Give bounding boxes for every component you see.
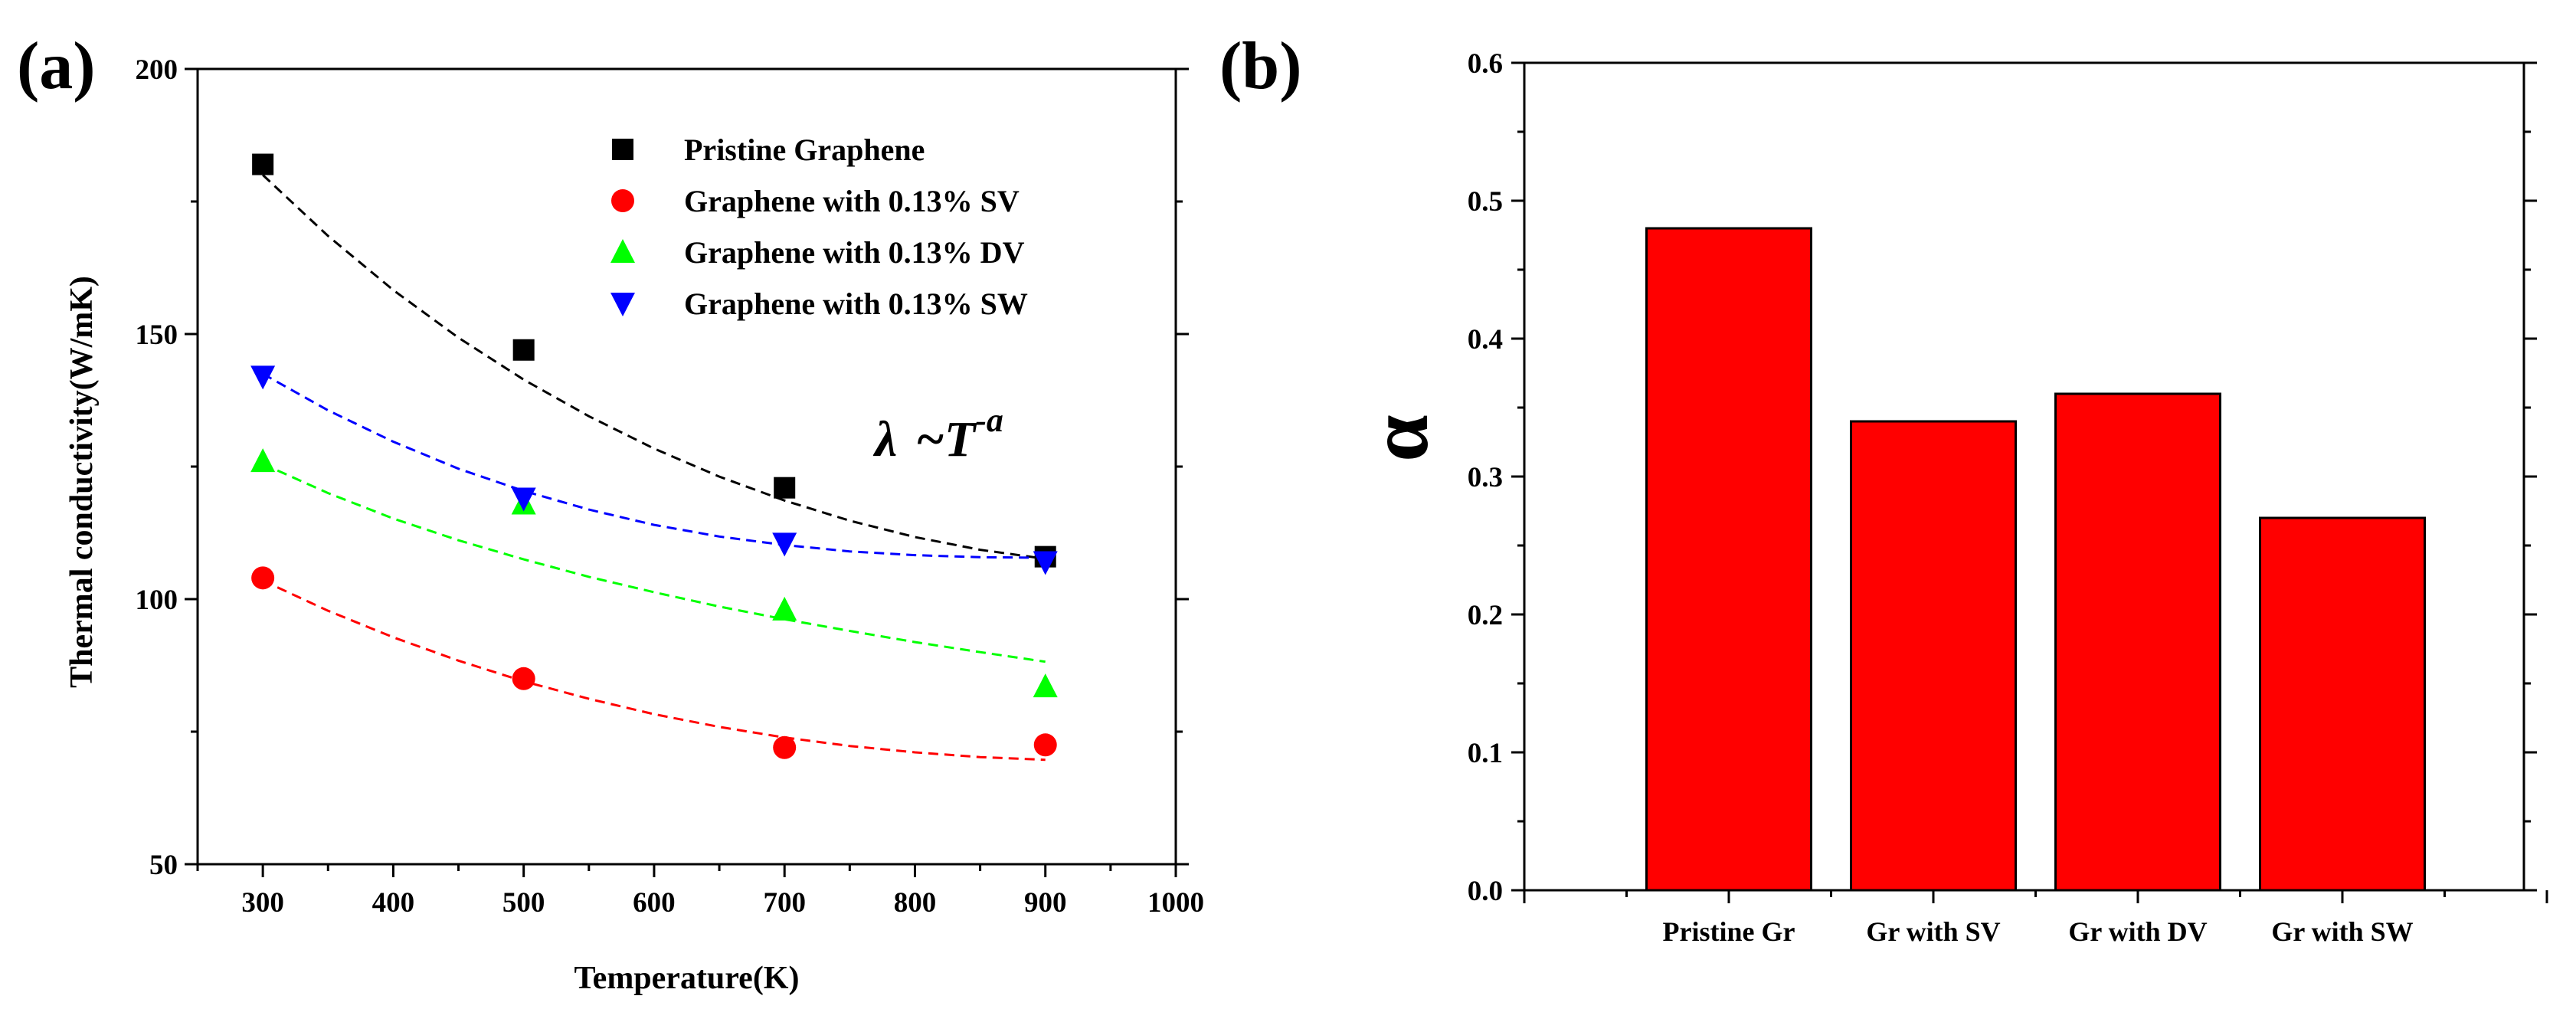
data-point <box>250 365 276 390</box>
bar-3 <box>2054 392 2221 892</box>
x-tick-label: 500 <box>502 887 545 919</box>
data-point <box>252 153 274 175</box>
data-point <box>512 667 535 690</box>
y-tick-label: 0.4 <box>1468 324 1503 355</box>
y-tick-label: 0.5 <box>1468 186 1503 218</box>
x-tick-label: 300 <box>241 887 284 919</box>
alpha-axis-title: α <box>1352 414 1445 461</box>
fit-curve-4 <box>262 372 1046 559</box>
legend-marker <box>610 239 635 263</box>
formula-tilde: ~ <box>915 411 944 467</box>
y-tick-label: 0.3 <box>1468 462 1503 493</box>
fit-curves <box>262 174 1046 762</box>
legend-label: Graphene with 0.13% DV <box>684 235 1025 270</box>
formula-exponent: -a <box>975 401 1003 439</box>
data-point <box>251 566 275 590</box>
bars <box>1645 227 2426 892</box>
x-tick-label: Gr with SW <box>2271 916 2413 947</box>
x-tick-label: 600 <box>633 887 676 919</box>
legend-label: Pristine Graphene <box>684 133 925 167</box>
y-tick-label: 100 <box>136 585 178 616</box>
fit-curve-3 <box>262 463 1046 663</box>
formula-T: T <box>944 411 977 467</box>
fit-curve-2 <box>262 579 1046 762</box>
data-point <box>250 448 276 473</box>
bar-1 <box>1645 227 1812 892</box>
y-tick-label: 0.1 <box>1468 738 1503 769</box>
data-point <box>773 735 797 759</box>
power-law-formula: λ ~T-a <box>872 401 1003 467</box>
y-tick-label: 0.0 <box>1468 876 1503 907</box>
legend-marker <box>612 139 633 160</box>
x-tick-label: Gr with DV <box>2068 916 2207 947</box>
y-tick-label: 200 <box>136 54 178 86</box>
x-tick-label: 800 <box>894 887 937 919</box>
data-point <box>1033 673 1058 698</box>
legend-label: Graphene with 0.13% SV <box>684 184 1020 218</box>
y-tick-label: 50 <box>149 850 178 881</box>
y-axis-title: Thermal conductivity(W/mK) <box>64 276 100 688</box>
panel-a-label: (a) <box>17 29 96 103</box>
data-point <box>772 596 797 621</box>
data-point <box>1033 733 1057 757</box>
x-axis-title: Temperature(K) <box>574 961 800 996</box>
x-tick-label: 400 <box>372 887 415 919</box>
y-tick-label: 0.6 <box>1468 48 1503 80</box>
panel-a-axes: 300 400 500 600 700 800 900 1000 50 100 150 200 <box>136 54 1205 919</box>
x-tick-label: 1000 <box>1147 887 1204 919</box>
bar-4 <box>2259 516 2426 892</box>
panel-a: (a) 300 400 500 600 700 800 900 1000 50 100 150 200… <box>17 29 1204 996</box>
data-point <box>1033 551 1058 575</box>
x-tick-label: 900 <box>1024 887 1067 919</box>
y-tick-label: 150 <box>136 319 178 351</box>
legend: Pristine Graphene Graphene with 0.13% SV G… <box>610 133 1028 321</box>
fit-curve-1 <box>262 174 1046 560</box>
legend-marker <box>611 189 634 212</box>
data-points <box>250 153 1058 759</box>
x-tick-label: Pristine Gr <box>1663 916 1795 947</box>
data-point <box>772 532 797 557</box>
panel-b-label: (b) <box>1219 29 1302 103</box>
bar-2 <box>1850 420 2017 892</box>
legend-marker <box>610 293 635 316</box>
panel-b-axes: 0.0 0.1 0.2 0.3 0.4 0.5 0.6 Pristine Gr Gr with … <box>1468 48 2548 947</box>
y-tick-label: 0.2 <box>1468 600 1503 631</box>
data-point <box>774 477 796 499</box>
panel-b: (b) 0.0 0.1 0.2 0.3 0.4 0.5 0.6 Pristine Gr Gr w… <box>1219 29 2548 947</box>
data-point <box>511 487 536 512</box>
x-tick-label: Gr with SV <box>1866 916 2000 947</box>
formula-lambda: λ <box>872 411 897 467</box>
x-tick-label: 700 <box>763 887 806 919</box>
data-point <box>512 339 535 361</box>
legend-label: Graphene with 0.13% SW <box>684 287 1028 321</box>
